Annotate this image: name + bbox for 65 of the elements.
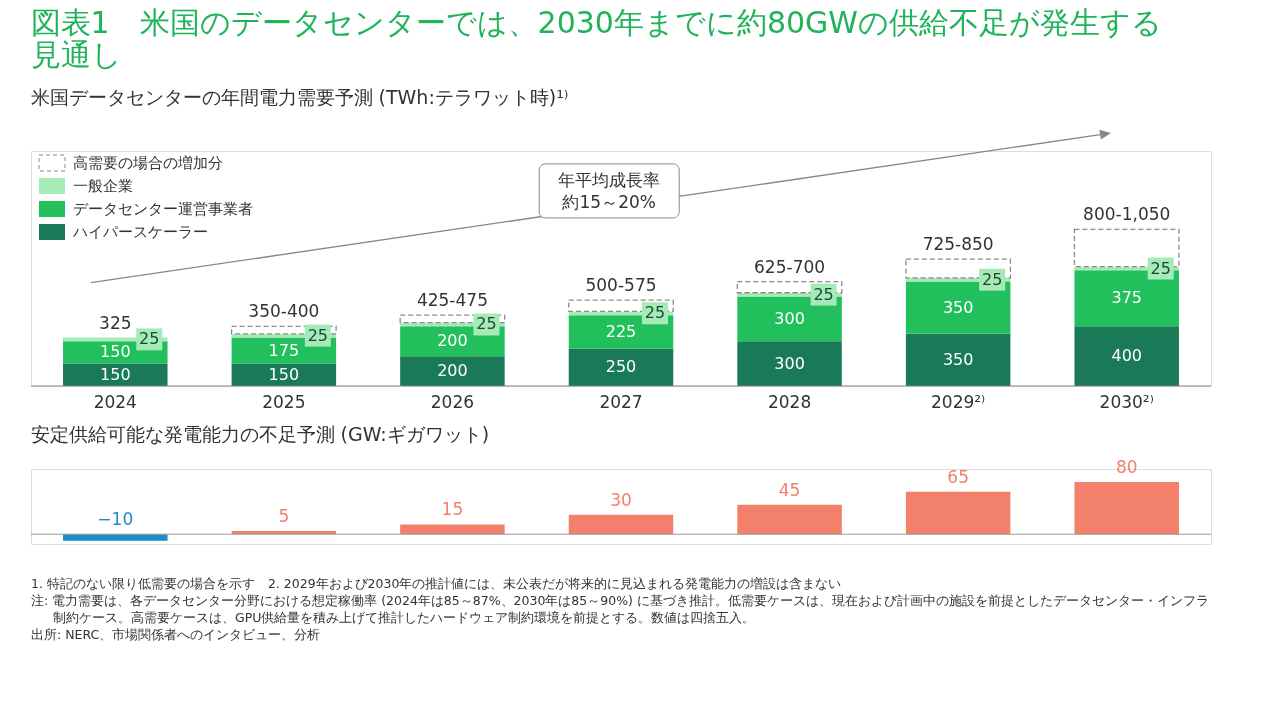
data-label: 350 — [942, 297, 974, 317]
text: 1. 特記のない限り低需要の場合を示す 2. 2029年および2030年の推計値には、未公表だが将来的に見込まれる発電能力の増設は含まない — [31, 576, 842, 591]
data-label: 25 — [307, 325, 329, 345]
x-tick-label: 2026 — [430, 391, 475, 412]
text: 出所: NERC、市場関係者へのインタビュー、分析 — [31, 627, 321, 642]
data-label: 350 — [942, 349, 974, 369]
total-label: 325 — [99, 312, 132, 333]
data-label: −10 — [97, 509, 134, 530]
data-label: 25 — [476, 314, 497, 334]
bar — [63, 534, 168, 541]
data-label: 200 — [437, 331, 468, 351]
total-label: 350-400 — [248, 301, 320, 322]
text: 年平均成長率約15～20% — [558, 169, 661, 212]
bar — [568, 514, 674, 535]
data-label: 200 — [437, 361, 468, 381]
data-label: 400 — [1111, 346, 1142, 366]
bar — [905, 333, 1011, 386]
legend-label: ハイパースケーラー — [72, 223, 208, 241]
total-label: 425-475 — [416, 290, 488, 311]
data-label: 65 — [947, 466, 969, 487]
data-label: 300 — [774, 353, 805, 373]
data-label: 25 — [1150, 258, 1171, 278]
bar — [1074, 326, 1179, 386]
data-label: 375 — [1111, 288, 1142, 308]
total-label: 800-1,050 — [1083, 204, 1171, 225]
data-label: 5 — [278, 505, 290, 526]
data-label: 25 — [644, 303, 666, 323]
chart-title: 安定供給可能な発電能力の不足予測 (GW:ギガワット) — [30, 423, 490, 446]
data-label: 80 — [1115, 457, 1138, 478]
chart-subtitle: 米国データセンターの年間電力需要予測 (TWh:テラワット時)¹⁾ — [30, 85, 569, 108]
x-tick-label: 2029²⁾ — [931, 391, 986, 412]
bar — [231, 530, 337, 535]
bar — [737, 504, 842, 535]
bar — [400, 524, 505, 535]
total-label: 625-700 — [754, 256, 826, 277]
bar — [400, 356, 505, 386]
text: 注: 電力需要は、各データセンター分野における想定稼働率 (2024年は85～87%、2030年は85～90%) に基づき推計。低需要ケースは、現在および計画中の施設を前提としたデータセンター・インフラ制約ケース。高需要ケースは、GPU供給量を積み上げて推計したハードウェア制約環境を前提とする。数値は四捨五入。 — [31, 593, 1209, 625]
data-label: 250 — [605, 357, 637, 377]
data-label: 225 — [605, 321, 637, 341]
x-tick-label: 2028 — [767, 391, 812, 412]
total-label: 500-575 — [585, 275, 657, 296]
data-label: 150 — [268, 364, 300, 384]
legend-label: 高需要の場合の増加分 — [73, 154, 223, 172]
data-label: 45 — [778, 479, 801, 500]
legend-label: 一般企業 — [73, 177, 133, 195]
data-label: 175 — [268, 340, 300, 360]
total-label: 725-850 — [922, 234, 994, 255]
data-label: 25 — [813, 284, 834, 304]
data-label: 25 — [981, 269, 1003, 289]
x-tick-label: 2024 — [93, 391, 137, 412]
x-tick-label: 2027 — [599, 391, 643, 412]
x-tick-label: 2025 — [262, 391, 306, 412]
data-label: 300 — [774, 308, 805, 328]
legend-label: データセンター運営事業者 — [73, 200, 253, 218]
data-label: 150 — [100, 342, 131, 362]
x-tick-label: 2030²⁾ — [1099, 391, 1154, 412]
data-label: 15 — [441, 499, 464, 520]
data-label: 25 — [139, 329, 160, 349]
data-label: 30 — [610, 489, 632, 510]
bar — [905, 491, 1011, 535]
chart-title: 図表1 米国のデータセンターでは、2030年までに約80GWの供給不足が発生する見通し — [30, 4, 1163, 72]
bar — [1074, 482, 1179, 535]
data-label: 150 — [100, 364, 131, 384]
bar — [737, 341, 842, 386]
bar — [568, 348, 674, 386]
